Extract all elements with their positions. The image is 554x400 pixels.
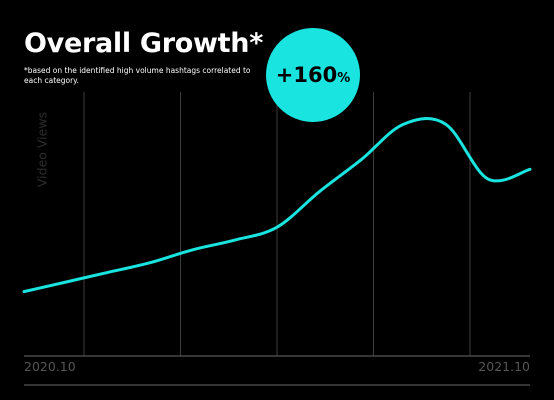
x-tick-label-end: 2021.10 xyxy=(478,359,530,374)
growth-value: +160% xyxy=(275,62,351,87)
grid-lines xyxy=(83,92,471,356)
series-layer xyxy=(22,117,532,294)
y-axis-label: Video Views xyxy=(34,111,50,188)
chart-title: Overall Growth* xyxy=(24,28,264,59)
growth-value-number: +160 xyxy=(275,62,338,87)
axis-layer xyxy=(24,355,530,386)
growth-value-unit: % xyxy=(337,70,351,86)
x-tick-label-start: 2020.10 xyxy=(24,359,76,374)
chart-subtitle: *based on the identified high volume has… xyxy=(24,66,251,85)
series-line xyxy=(22,117,532,294)
growth-badge: +160% xyxy=(266,28,360,122)
